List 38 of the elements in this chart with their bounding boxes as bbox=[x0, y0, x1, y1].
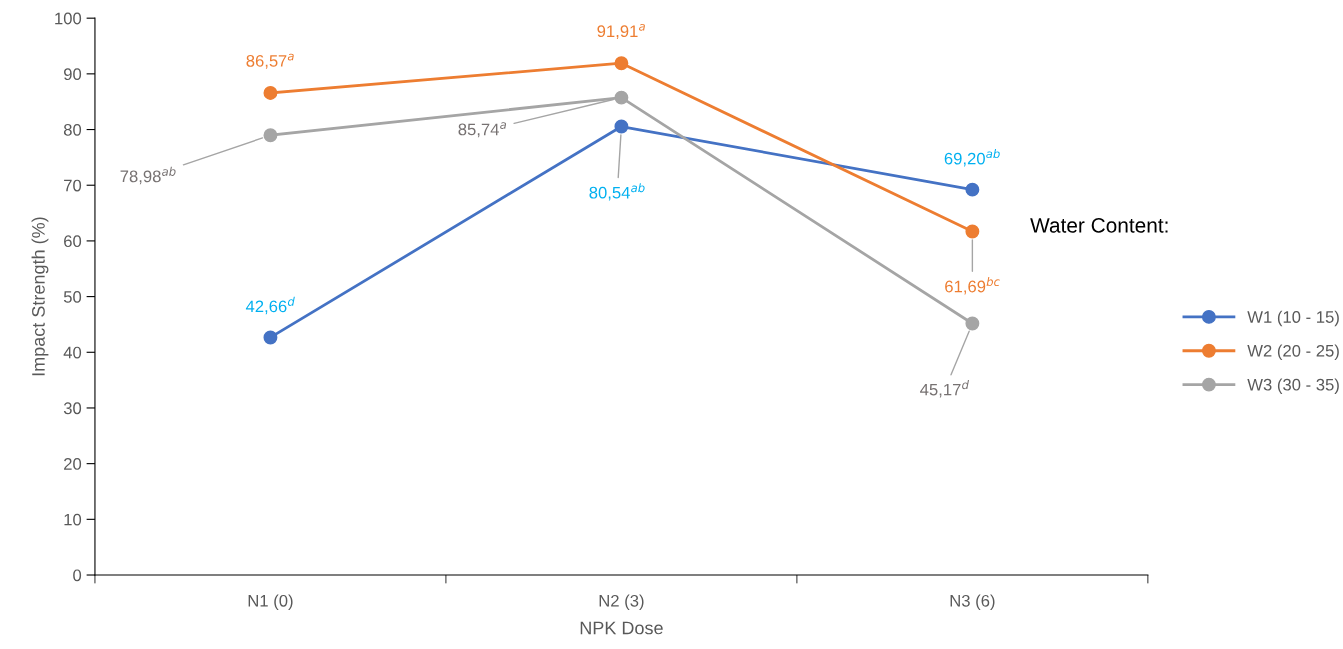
point bbox=[965, 182, 980, 197]
y-tick-label: 60 bbox=[64, 235, 82, 248]
data-label: 61,69$^{bc}$ bbox=[945, 277, 1000, 295]
y-tick-label: 40 bbox=[63, 346, 82, 359]
data-label: 42,66$^{d}$ bbox=[245, 296, 295, 315]
y-tick-label: 100 bbox=[55, 12, 82, 25]
x-tick-label: N2 (3) bbox=[599, 594, 644, 610]
point bbox=[263, 128, 278, 143]
point bbox=[614, 119, 629, 134]
legend-title: Water Content: bbox=[1030, 217, 1168, 233]
y-axis-title: Impact Strength (%) bbox=[31, 217, 49, 376]
data-label: 80,54$^{ab}$ bbox=[589, 183, 645, 201]
y-tick-label: 0 bbox=[73, 569, 82, 582]
point bbox=[965, 224, 980, 239]
y-tick-label: 50 bbox=[63, 290, 82, 303]
y-tick-label: 80 bbox=[63, 123, 82, 136]
x-tick-label: N3 (6) bbox=[950, 594, 995, 610]
data-label: 45,17$^{d}$ bbox=[920, 380, 970, 398]
point bbox=[965, 316, 980, 331]
x-axis-title: NPK Dose bbox=[580, 621, 663, 635]
y-tick-label: 30 bbox=[63, 402, 82, 415]
point bbox=[614, 90, 629, 105]
y-tick-label: 20 bbox=[64, 458, 82, 470]
y-tick-label: 90 bbox=[64, 68, 82, 81]
legend-label: W2 (20 - 25) bbox=[1247, 344, 1339, 361]
data-label: 78,98$^{ab}$ bbox=[120, 166, 176, 185]
point bbox=[263, 86, 278, 100]
y-tick-label: 10 bbox=[64, 513, 82, 526]
data-label: 86,57$^{a}$ bbox=[246, 53, 294, 69]
y-tick-label: 70 bbox=[64, 179, 82, 192]
data-label: 91,91$^{a}$ bbox=[597, 23, 645, 40]
legend-label: W1 (10 - 15) bbox=[1247, 310, 1339, 327]
legend-label: W3 (30 - 35) bbox=[1247, 378, 1339, 394]
data-label: 69,20$^{ab}$ bbox=[944, 149, 1000, 167]
point bbox=[263, 330, 278, 345]
point bbox=[614, 56, 629, 71]
x-tick-label: N1 (0) bbox=[248, 594, 293, 610]
data-label: 85,74$^{a}$ bbox=[458, 122, 507, 138]
